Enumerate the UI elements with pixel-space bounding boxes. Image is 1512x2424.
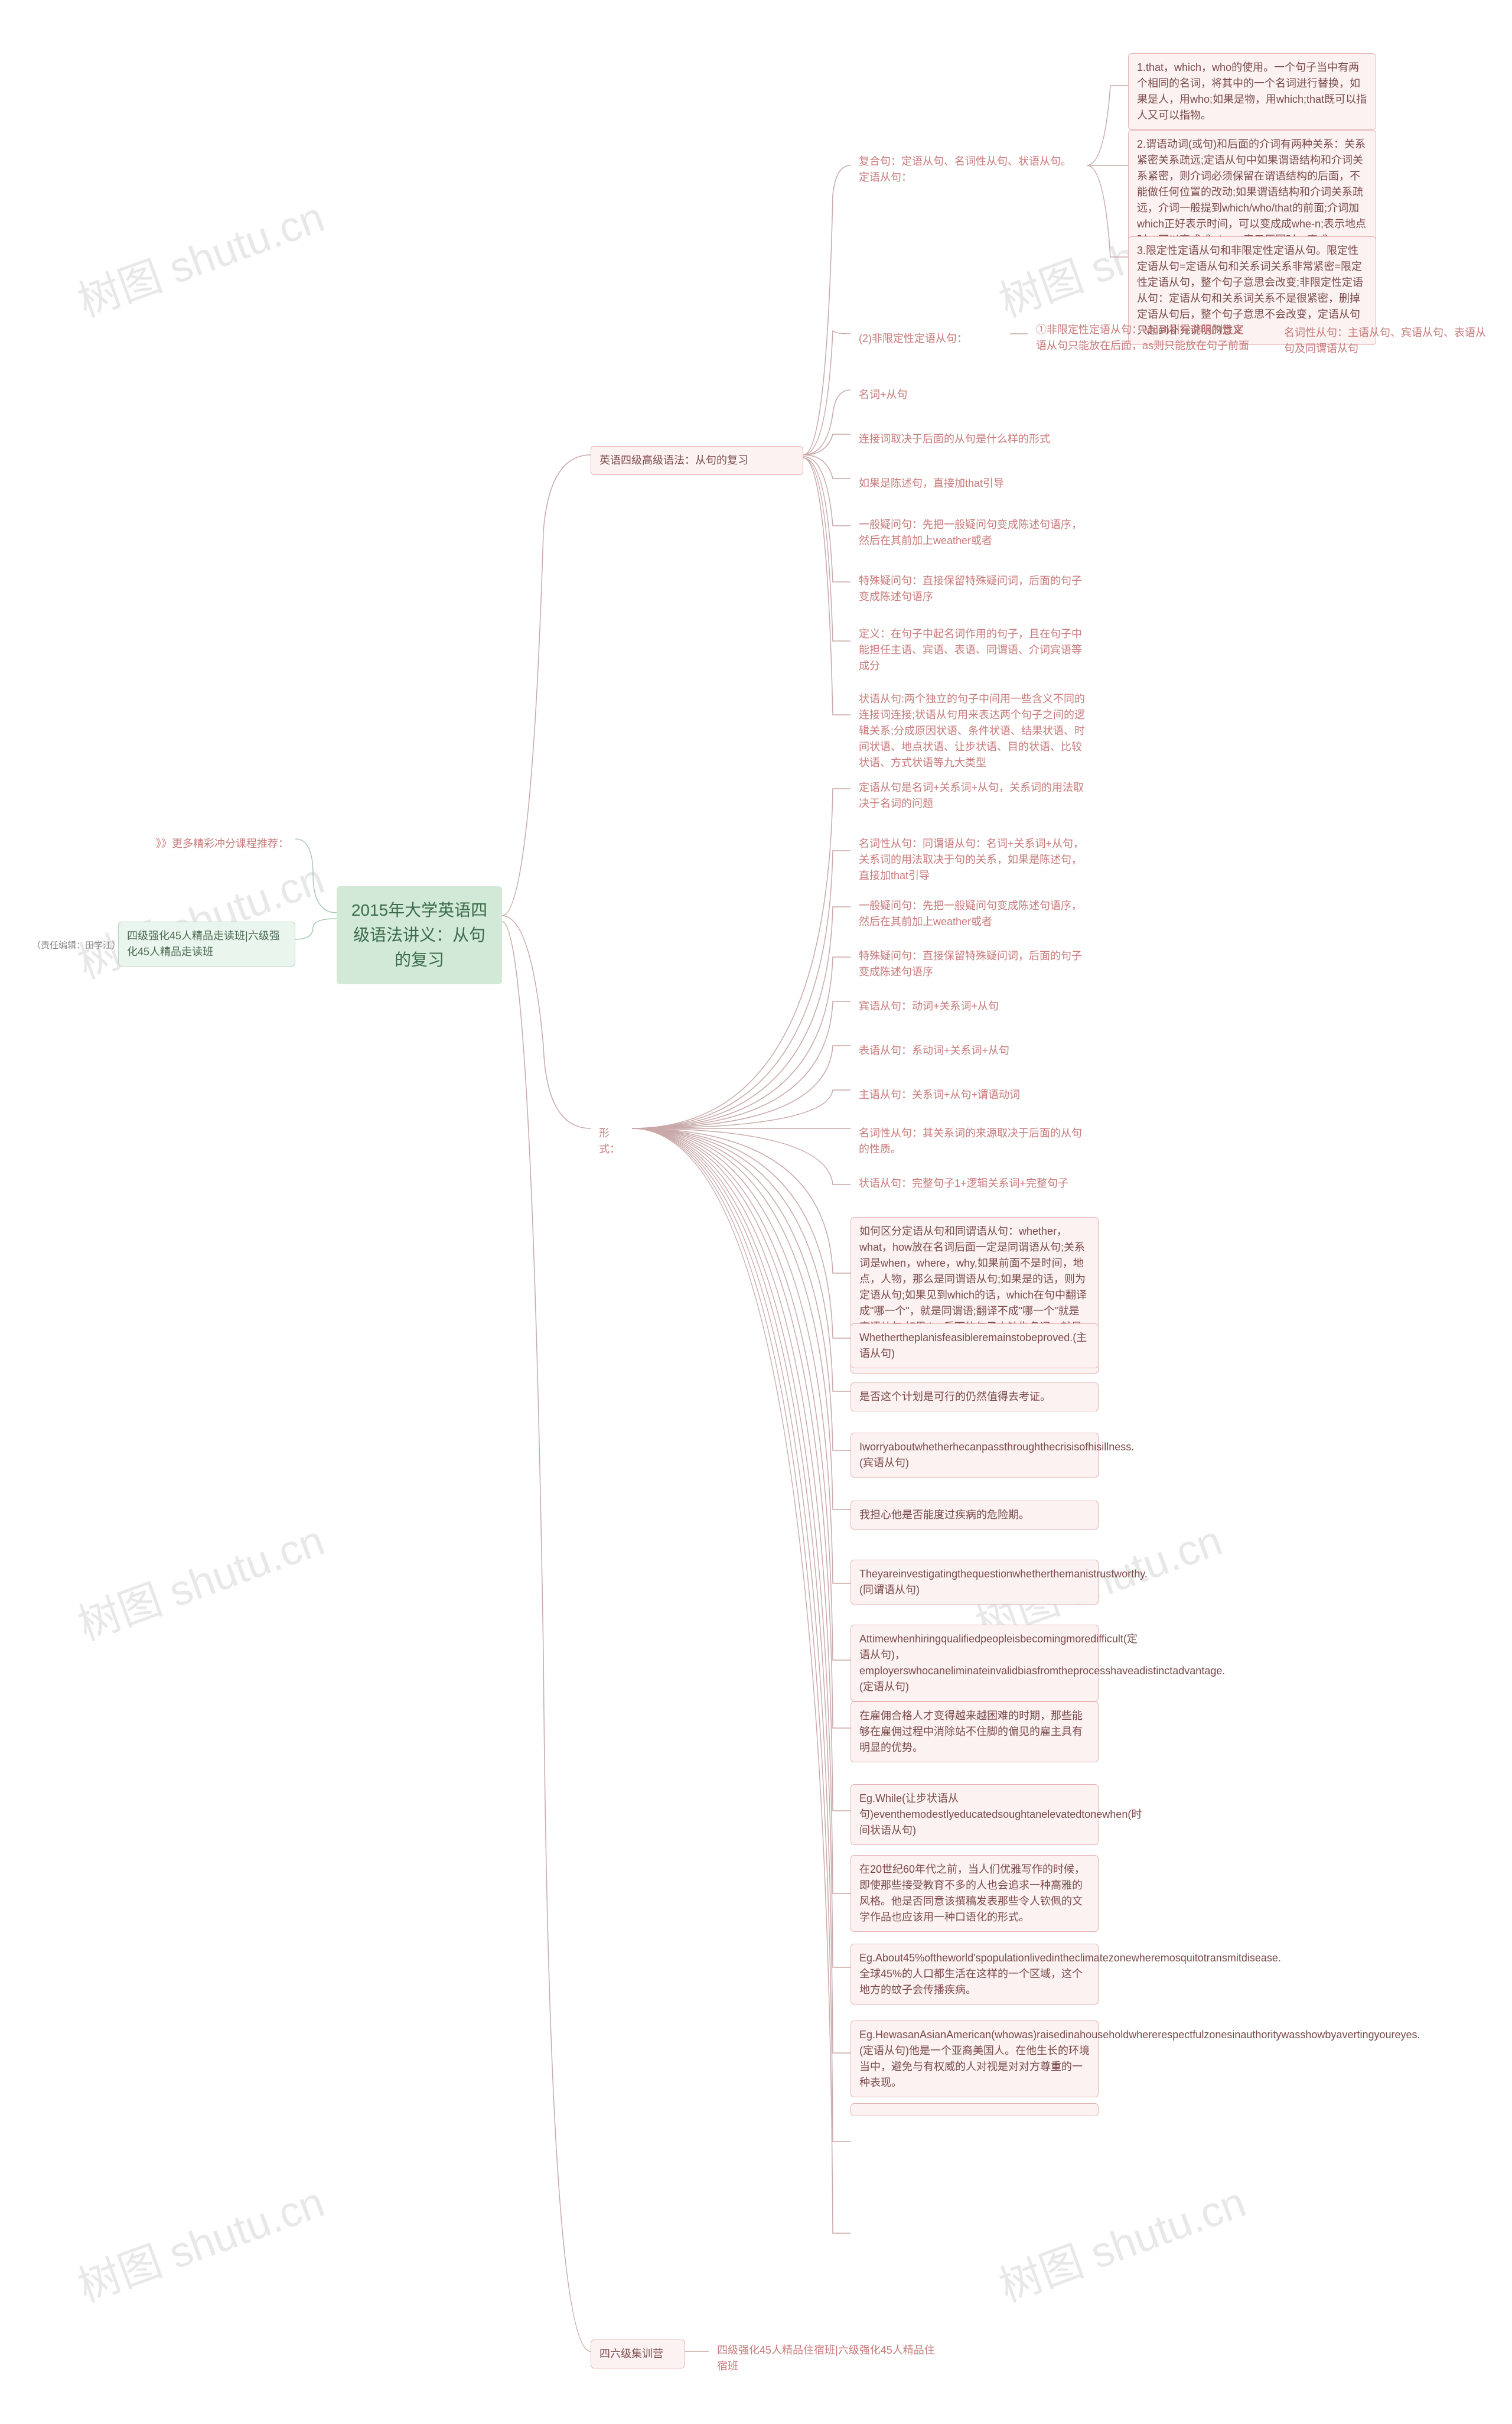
form-item: 我担心他是否能度过疾病的危险期。 [850, 1501, 1099, 1530]
form-item: 连接词取决于后面的从句是什么样的形式 [850, 425, 1099, 453]
recommend-item: 四级强化45人精品走读班|六级强化45人精品走读班 [118, 922, 295, 967]
watermark: 树图 shutu.cn [68, 844, 331, 991]
compound-item-1: 1.that，which，who的使用。一个句子当中有两个相同的名词，将其中的一… [1128, 53, 1376, 130]
form-item: 状语从句:两个独立的句子中间用一些含义不同的连接词连接;状语从句用来表达两个句子… [850, 685, 1099, 777]
form-item: Theyareinvestigatingthequestionwhetherth… [850, 1560, 1099, 1605]
watermark: 树图 shutu.cn [68, 183, 331, 329]
form-item: Iworryaboutwhetherhecanpassthroughthecri… [850, 1433, 1099, 1478]
camp-item: 四级强化45人精品住宿班|六级强化45人精品住宿班 [709, 2337, 945, 2380]
form-item: 表语从句：系动词+关系词+从句 [850, 1037, 1099, 1065]
form-item: 宾语从句：动词+关系词+从句 [850, 993, 1099, 1020]
nonrestrictive-label: (2)非限定性定语从句： [850, 325, 1004, 353]
form-item: Eg.HewasanAsianAmerican(whowas)raisedina… [850, 2020, 1099, 2097]
forms-label: 形式： [591, 1120, 638, 1163]
form-item: 名词性从句：其关系词的来源取决于后面的从句的性质。 [850, 1120, 1099, 1163]
watermark: 树图 shutu.cn [68, 2168, 331, 2314]
compound-label: 复合句：定语从句、名词性从句、状语从句。定语从句： [850, 148, 1087, 191]
form-item: 名词性从句：同谓语从句：名词+关系词+从句，关系词的用法取决于句的关系，如果是陈… [850, 830, 1099, 890]
form-item: 一般疑问句：先把一般疑问句变成陈述句语序，然后在其前加上weather或者 [850, 892, 1099, 936]
form-item: Eg.While(让步状语从句)eventhemodestlyeducateds… [850, 1784, 1099, 1845]
root-node: 2015年大学英语四级语法讲义：从句的复习 [337, 886, 502, 984]
form-item: 在20世纪60年代之前，当人们优雅写作的时候，即使那些接受教育不多的人也会追求一… [850, 1855, 1099, 1932]
watermark: 树图 shutu.cn [989, 2168, 1253, 2314]
recommend-title: 》》更多精彩冲分课程推荐： [148, 830, 301, 858]
form-item: 主语从句：关系词+从句+谓语动词 [850, 1081, 1099, 1109]
connectors [0, 0, 1512, 2424]
section1-title: 英语四级高级语法：从句的复习 [591, 446, 803, 475]
form-item: Eg.About45%oftheworld'spopulationlivedin… [850, 1944, 1099, 2005]
form-item: 定语从句是名词+关系词+从句，关系词的用法取决于名词的问题 [850, 774, 1099, 818]
form-item: Whethertheplanisfeasibleremainstobeprove… [850, 1323, 1099, 1368]
form-item: 特殊疑问句：直接保留特殊疑问词，后面的句子变成陈述句语序 [850, 567, 1099, 611]
form-item: 定义：在句子中起名词作用的句子，且在句子中能担任主语、宾语、表语、同谓语、介词宾… [850, 620, 1099, 680]
form-item: Attimewhenhiringqualifiedpeopleisbecomin… [850, 1625, 1099, 1701]
form-item: 一般疑问句：先把一般疑问句变成陈述句语序，然后在其前加上weather或者 [850, 511, 1099, 555]
form-item: 如果是陈述句，直接加that引导 [850, 470, 1099, 497]
form-item: 状语从句：完整句子1+逻辑关系词+完整句子 [850, 1170, 1099, 1198]
form-item [850, 2103, 1099, 2116]
form-item: 是否这个计划是可行的仍然值得去考证。 [850, 1382, 1099, 1411]
camp-label: 四六级集训营 [591, 2340, 685, 2368]
form-item: 在雇佣合格人才变得越来越困难的时期，那些能够在雇佣过程中消除站不住脚的偏见的雇主… [850, 1701, 1099, 1762]
form-item: 名词+从句 [850, 381, 1099, 409]
nonrestrictive-mid: ①非限定性定语从句：which引导非限制性定语从句只能放在后面，as则只能放在句… [1028, 316, 1258, 360]
nonrestrictive-right: 名词性从句：主语从句、宾语从句、表语从句及同谓语从句 [1276, 319, 1500, 363]
editor-label: （责任编辑：田学江） [24, 933, 129, 959]
watermark: 树图 shutu.cn [68, 1506, 331, 1652]
form-item: 特殊疑问句：直接保留特殊疑问词，后面的句子变成陈述句语序 [850, 942, 1099, 986]
